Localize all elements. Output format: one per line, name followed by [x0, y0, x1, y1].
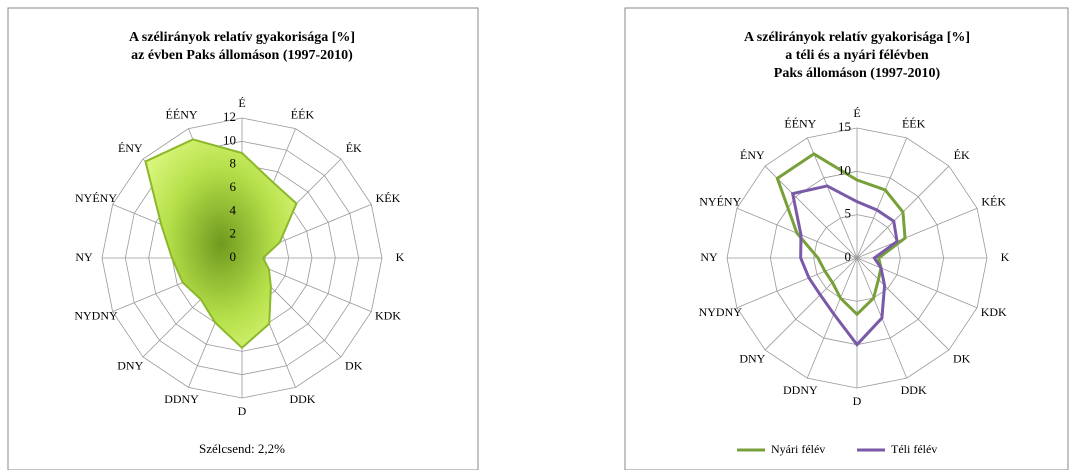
category-label: É	[853, 106, 860, 120]
axis-spoke	[856, 137, 908, 259]
category-label: NYÉNY	[75, 191, 117, 205]
y-tick-label: 10	[838, 162, 851, 177]
category-label: ÉK	[954, 148, 970, 162]
axis-spoke	[856, 257, 978, 309]
category-label: DNY	[739, 352, 765, 366]
series-area	[144, 138, 298, 350]
category-label: KDK	[375, 309, 401, 323]
category-label: KÉK	[981, 195, 1006, 209]
category-label: D	[853, 394, 862, 408]
y-tick-label: 8	[230, 156, 237, 171]
category-label: DNY	[117, 359, 143, 373]
title: A szélirányok relatív gyakorisága [%]	[129, 30, 355, 45]
subtitle: Paks állomáson (1997-2010)	[774, 66, 941, 81]
category-label: KÉK	[376, 191, 401, 205]
category-label: DK	[345, 359, 363, 373]
category-label: ÉNY	[740, 148, 765, 162]
category-label: É	[238, 96, 245, 110]
category-label: ÉNY	[118, 141, 143, 155]
axis-spoke	[856, 207, 978, 259]
category-label: DK	[953, 352, 971, 366]
y-tick-label: 12	[223, 109, 236, 124]
annotation: Szélcsend: 2,2%	[199, 441, 285, 456]
y-tick-label: 0	[230, 249, 237, 264]
category-label: ÉÉK	[291, 107, 315, 121]
y-tick-label: 4	[230, 202, 237, 217]
axis-spoke	[856, 257, 950, 351]
axis-spoke	[806, 137, 858, 259]
y-tick-label: 15	[838, 119, 851, 134]
category-label: NYÉNY	[699, 195, 741, 209]
category-label: D	[238, 404, 247, 418]
axis-spoke	[806, 257, 858, 379]
category-label: DDK	[289, 392, 315, 406]
axis-spoke	[764, 165, 858, 259]
series-line	[790, 184, 899, 347]
y-tick-label: 5	[845, 206, 852, 221]
y-tick-label: 2	[230, 226, 237, 241]
category-label: K	[1001, 250, 1010, 264]
series-line	[775, 152, 907, 317]
axis-spoke	[764, 257, 858, 351]
axis-spoke	[736, 257, 858, 309]
category-label: ÉÉNY	[784, 117, 816, 131]
category-label: ÉÉNY	[166, 107, 198, 121]
y-tick-label: 6	[230, 179, 237, 194]
category-label: DDNY	[783, 383, 818, 397]
subtitle: a téli és a nyári félévben	[785, 48, 929, 63]
y-tick-label: 10	[223, 132, 236, 147]
category-label: ÉK	[346, 141, 362, 155]
category-label: NY	[700, 250, 718, 264]
legend-label: Nyári félév	[771, 442, 825, 456]
legend-label: Téli félév	[891, 442, 937, 456]
category-label: ÉÉK	[902, 117, 926, 131]
title: A szélirányok relatív gyakorisága [%]	[744, 30, 970, 45]
category-label: K	[396, 250, 405, 264]
y-tick-label: 0	[845, 249, 852, 264]
category-label: DDK	[901, 383, 927, 397]
category-label: NY	[75, 250, 93, 264]
category-label: DDNY	[164, 392, 199, 406]
category-label: NYDNY	[74, 309, 118, 323]
category-label: KDK	[981, 305, 1007, 319]
subtitle: az évben Paks állomáson (1997-2010)	[131, 48, 353, 63]
category-label: NYDNY	[699, 305, 743, 319]
